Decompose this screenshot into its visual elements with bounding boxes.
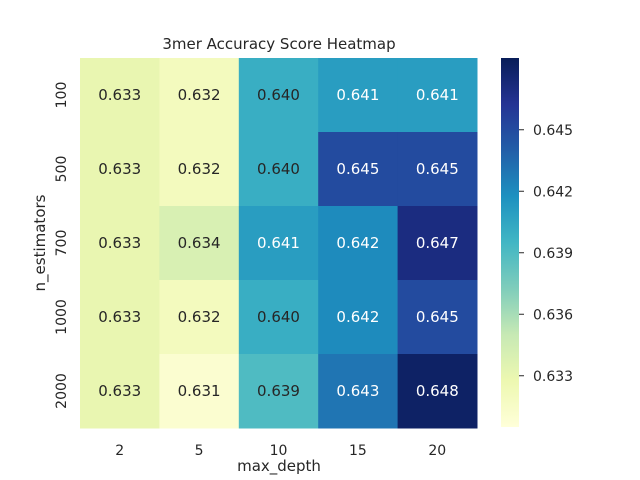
- cell-value-label: 0.632: [178, 308, 221, 326]
- cell-value-label: 0.645: [416, 308, 459, 326]
- cell-value-label: 0.632: [178, 86, 221, 104]
- cell-value-label: 0.634: [178, 234, 221, 252]
- colorbar: [501, 58, 519, 427]
- heatmap-cell: [318, 58, 399, 133]
- heatmap-cell: [80, 280, 160, 355]
- heatmap-cell: [318, 354, 399, 429]
- heatmap-cell: [159, 132, 240, 207]
- heatmap-cell: [238, 206, 319, 281]
- y-axis-label: n_estimators: [31, 194, 50, 291]
- heatmap-cell: [159, 280, 240, 355]
- cell-value-label: 0.631: [178, 382, 221, 400]
- heatmap-cell: [159, 354, 240, 429]
- x-tick-label: 2: [115, 443, 124, 459]
- cell-value-label: 0.640: [257, 308, 300, 326]
- cell-value-label: 0.647: [416, 234, 459, 252]
- heatmap-cell: [397, 354, 478, 429]
- heatmap-cell: [238, 354, 319, 429]
- cell-value-label: 0.648: [416, 382, 459, 400]
- cell-value-label: 0.641: [416, 86, 459, 104]
- x-tick-label: 20: [428, 443, 446, 459]
- heatmap-cell: [397, 58, 478, 133]
- cell-value-label: 0.633: [98, 86, 141, 104]
- chart-title: 3mer Accuracy Score Heatmap: [162, 35, 395, 53]
- cell-value-label: 0.639: [257, 382, 300, 400]
- heatmap-cell: [238, 58, 319, 133]
- cell-value-label: 0.641: [257, 234, 300, 252]
- heatmap-cell: [80, 58, 160, 133]
- colorbar-tick-label: 0.636: [533, 307, 573, 323]
- y-tick-labels: 100 500 700 1000 2000: [54, 82, 70, 409]
- x-tick-label: 10: [270, 443, 288, 459]
- heatmap-cell: [159, 206, 240, 281]
- y-tick-label: 2000: [54, 373, 70, 409]
- heatmap-cells: 0.633 0.632 0.640 0.641 0.641 0.633 0.632 0.640…: [80, 58, 478, 429]
- cell-value-label: 0.633: [98, 382, 141, 400]
- colorbar-tick-label: 0.642: [533, 184, 573, 200]
- heatmap-cell: [159, 58, 240, 133]
- x-axis-label: max_depth: [237, 457, 321, 476]
- colorbar-tick-label: 0.639: [533, 246, 573, 262]
- x-tick-labels: 2 5 10 15 20: [115, 443, 446, 459]
- heatmap-cell: [318, 132, 399, 207]
- y-tick-label: 700: [54, 230, 70, 257]
- cell-value-label: 0.633: [98, 234, 141, 252]
- cell-value-label: 0.645: [336, 160, 379, 178]
- cell-value-label: 0.642: [336, 234, 379, 252]
- colorbar-tick-label: 0.645: [533, 123, 573, 139]
- cell-value-label: 0.632: [178, 160, 221, 178]
- heatmap-cell: [397, 132, 478, 207]
- cell-value-label: 0.641: [336, 86, 379, 104]
- heatmap-cell: [397, 206, 478, 281]
- cell-value-label: 0.645: [416, 160, 459, 178]
- cell-value-label: 0.643: [336, 382, 379, 400]
- heatmap-cell: [80, 206, 160, 281]
- heatmap-cell: [238, 132, 319, 207]
- heatmap-cell: [318, 206, 399, 281]
- heatmap-cell: [397, 280, 478, 355]
- y-tick-label: 100: [54, 82, 70, 109]
- cell-value-label: 0.640: [257, 160, 300, 178]
- heatmap-cell: [238, 280, 319, 355]
- heatmap-cell: [318, 280, 399, 355]
- x-tick-label: 5: [195, 443, 204, 459]
- y-tick-label: 1000: [54, 299, 70, 335]
- cell-value-label: 0.640: [257, 86, 300, 104]
- colorbar-tick-label: 0.633: [533, 369, 573, 385]
- y-tick-label: 500: [54, 156, 70, 183]
- x-tick-label: 15: [349, 443, 367, 459]
- cell-value-label: 0.633: [98, 308, 141, 326]
- colorbar-ticks: 0.633 0.636 0.639 0.642 0.645: [519, 123, 573, 385]
- cell-value-label: 0.633: [98, 160, 141, 178]
- cell-value-label: 0.642: [336, 308, 379, 326]
- heatmap-cell: [80, 354, 160, 429]
- heatmap-cell: [80, 132, 160, 207]
